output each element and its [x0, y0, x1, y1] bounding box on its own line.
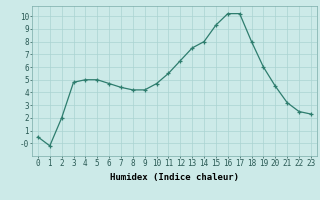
X-axis label: Humidex (Indice chaleur): Humidex (Indice chaleur)	[110, 173, 239, 182]
